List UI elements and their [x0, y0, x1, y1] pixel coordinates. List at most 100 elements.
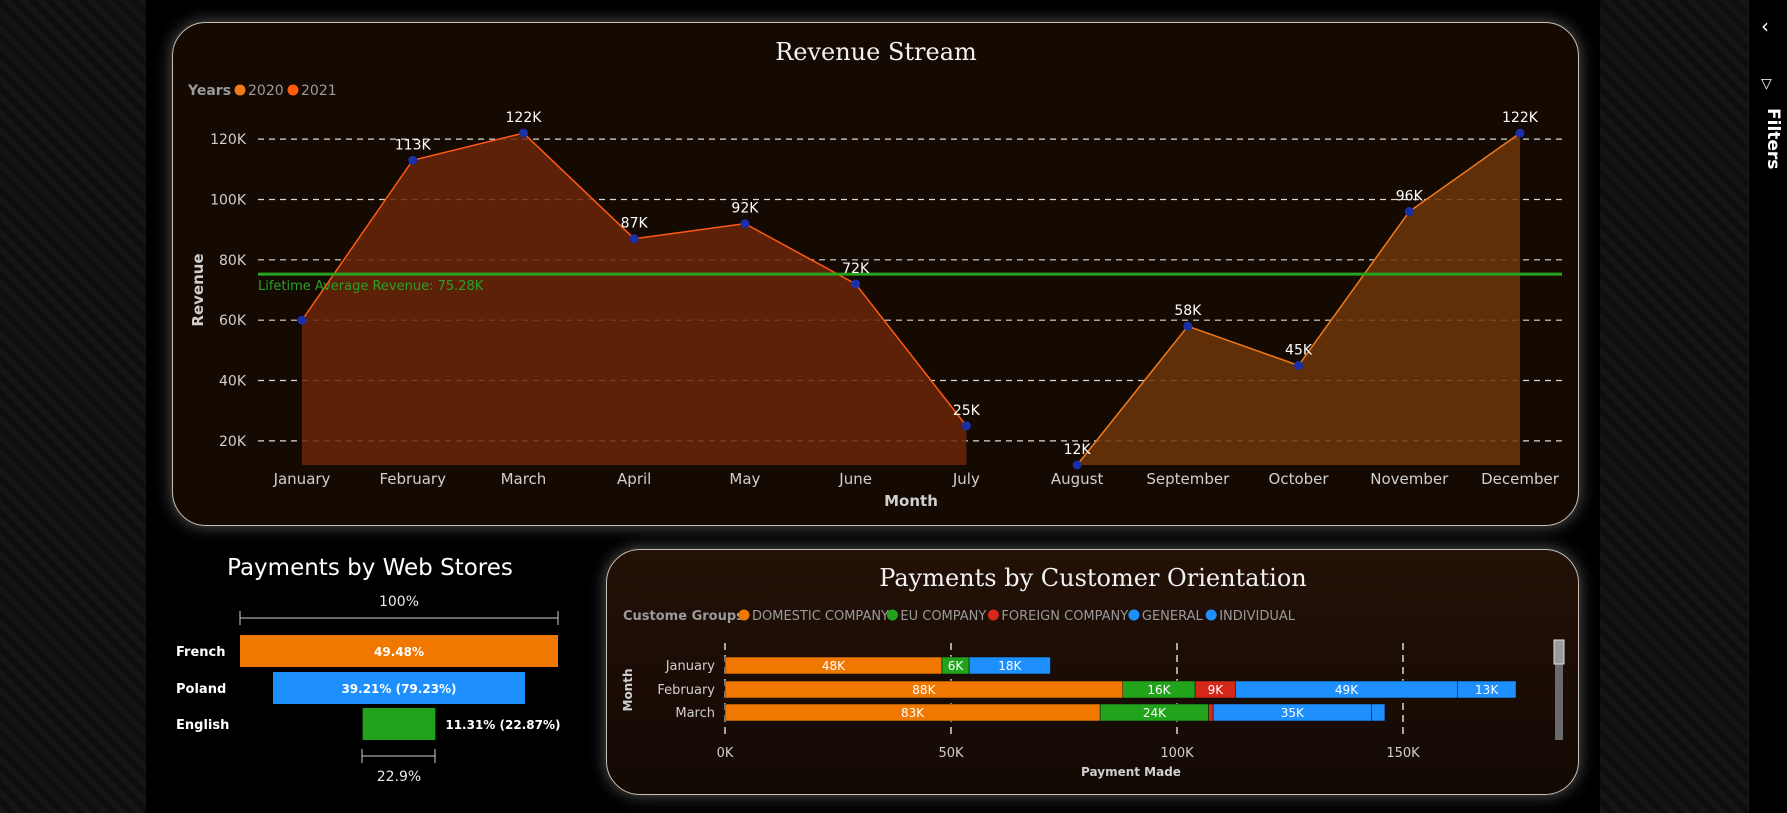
background-right — [1600, 0, 1748, 813]
customer-bar-label: 9K — [1208, 683, 1225, 697]
customer-bar-segment[interactable] — [1208, 703, 1214, 722]
customer-bar-label: 35K — [1281, 706, 1305, 720]
customer-bar-segment[interactable] — [1456, 680, 1517, 699]
revenue-x-axis-label: Month — [884, 492, 938, 510]
revenue-data-label: 113K — [395, 137, 432, 153]
customer-x-tick-label: 100K — [1160, 746, 1194, 761]
web-store-value-label: 11.31% (22.87%) — [445, 718, 560, 732]
web-stores-title: Payments by Web Stores — [227, 555, 513, 581]
revenue-y-tick-label: 20K — [219, 434, 247, 450]
revenue-x-tick-label: August — [1051, 470, 1104, 488]
customer-bar-segment[interactable] — [1371, 703, 1386, 722]
customer-bar-label: 24K — [1143, 706, 1167, 720]
revenue-x-tick-label: April — [617, 470, 651, 488]
revenue-x-tick-label: September — [1146, 470, 1230, 488]
revenue-y-axis-label: Revenue — [189, 253, 207, 326]
customer-bar-label: 18K — [998, 659, 1022, 673]
revenue-area-2020 — [302, 133, 967, 465]
customer-x-tick-label: 50K — [938, 746, 964, 761]
web-store-value-label: 39.21% (79.23%) — [341, 682, 456, 696]
revenue-data-label: 122K — [1502, 110, 1539, 126]
scrollbar-thumb[interactable] — [1553, 639, 1565, 665]
revenue-x-tick-label: October — [1269, 470, 1330, 488]
customer-legend-title: Custome Groups — [623, 609, 744, 624]
customer-legend-label: EU COMPANY — [900, 609, 986, 624]
revenue-data-label: 58K — [1174, 303, 1202, 319]
revenue-y-tick-label: 120K — [210, 132, 247, 148]
customer-orientation-title: Payments by Customer Orientation — [879, 564, 1306, 592]
customer-legend-marker — [987, 609, 999, 621]
revenue-point[interactable] — [1294, 360, 1304, 370]
revenue-data-label: 45K — [1285, 342, 1313, 358]
revenue-x-tick-label: June — [838, 470, 872, 488]
customer-x-axis-label: Payment Made — [1081, 765, 1181, 779]
customer-legend-label: FOREIGN COMPANY — [1001, 609, 1128, 624]
revenue-x-tick-label: November — [1370, 470, 1449, 488]
revenue-data-label: 12K — [1064, 442, 1092, 458]
revenue-point[interactable] — [1515, 128, 1525, 138]
revenue-x-tick-label: May — [729, 470, 760, 488]
customer-bar-segment[interactable] — [968, 656, 1051, 675]
revenue-data-label: 72K — [842, 261, 870, 277]
customer-bar-label: 16K — [1147, 683, 1171, 697]
revenue-data-label: 122K — [506, 110, 543, 126]
revenue-point[interactable] — [629, 234, 639, 244]
customer-bar-label: 13K — [1475, 683, 1499, 697]
web-store-category-label: French — [176, 645, 226, 660]
customer-month-label: January — [665, 659, 716, 674]
revenue-x-tick-label: February — [379, 470, 446, 488]
legend-2021-label: 2021 — [301, 83, 337, 99]
web-store-bar[interactable] — [362, 708, 436, 740]
revenue-y-tick-label: 80K — [219, 253, 247, 269]
filter-icon[interactable]: ▽ — [1761, 76, 1772, 92]
customer-legend-label: INDIVIDUAL — [1219, 609, 1296, 624]
revenue-x-tick-label: July — [952, 470, 980, 488]
revenue-x-tick-label: January — [273, 470, 331, 488]
customer-x-tick-label: 0K — [717, 746, 734, 761]
web-store-value-label: 49.48% — [374, 645, 424, 659]
revenue-x-tick-label: December — [1481, 470, 1560, 488]
web-stores-top-label: 100% — [379, 594, 419, 610]
average-line-label: Lifetime Average Revenue: 75.28K — [258, 279, 484, 294]
customer-bar-label: 48K — [822, 659, 846, 673]
revenue-x-tick-label: March — [501, 470, 547, 488]
top-bracket — [239, 611, 559, 625]
customer-bar-label: 6K — [948, 659, 965, 673]
customer-bar-label: 49K — [1335, 683, 1359, 697]
filters-pane[interactable]: ‹ ▽ Filters — [1748, 0, 1787, 813]
revenue-area-2021 — [1077, 133, 1520, 465]
revenue-y-tick-label: 60K — [219, 313, 247, 329]
filters-label[interactable]: Filters — [1763, 108, 1783, 170]
chevron-left-icon[interactable]: ‹ — [1761, 14, 1769, 38]
background-left — [0, 0, 146, 813]
revenue-chart-title: Revenue Stream — [775, 38, 977, 66]
revenue-point[interactable] — [961, 421, 971, 431]
customer-legend-label: DOMESTIC COMPANY — [752, 609, 889, 624]
customer-month-label: March — [675, 706, 715, 721]
web-store-category-label: Poland — [176, 682, 226, 697]
legend-2020-label: 2020 — [248, 83, 284, 99]
customer-x-tick-label: 150K — [1386, 746, 1420, 761]
revenue-point[interactable] — [1183, 321, 1193, 331]
legend-2021-marker — [287, 84, 299, 96]
revenue-y-tick-label: 100K — [210, 192, 247, 208]
revenue-point[interactable] — [297, 315, 307, 325]
customer-legend-marker — [1128, 609, 1140, 621]
revenue-legend-title: Years — [187, 83, 231, 99]
customer-month-label: February — [657, 683, 715, 698]
revenue-data-label: 87K — [621, 216, 649, 232]
scrollbar-track[interactable] — [1555, 640, 1563, 740]
web-store-bar[interactable] — [273, 672, 525, 704]
customer-bar-label: 88K — [912, 683, 936, 697]
revenue-point[interactable] — [851, 279, 861, 289]
revenue-point[interactable] — [1404, 207, 1414, 217]
revenue-point[interactable] — [740, 219, 750, 229]
web-store-bar[interactable] — [240, 635, 558, 667]
revenue-point[interactable] — [518, 128, 528, 138]
revenue-point[interactable] — [1072, 460, 1082, 470]
bottom-bracket — [361, 749, 436, 763]
revenue-point[interactable] — [408, 155, 418, 165]
revenue-data-label: 25K — [953, 403, 981, 419]
customer-legend-marker — [886, 609, 898, 621]
